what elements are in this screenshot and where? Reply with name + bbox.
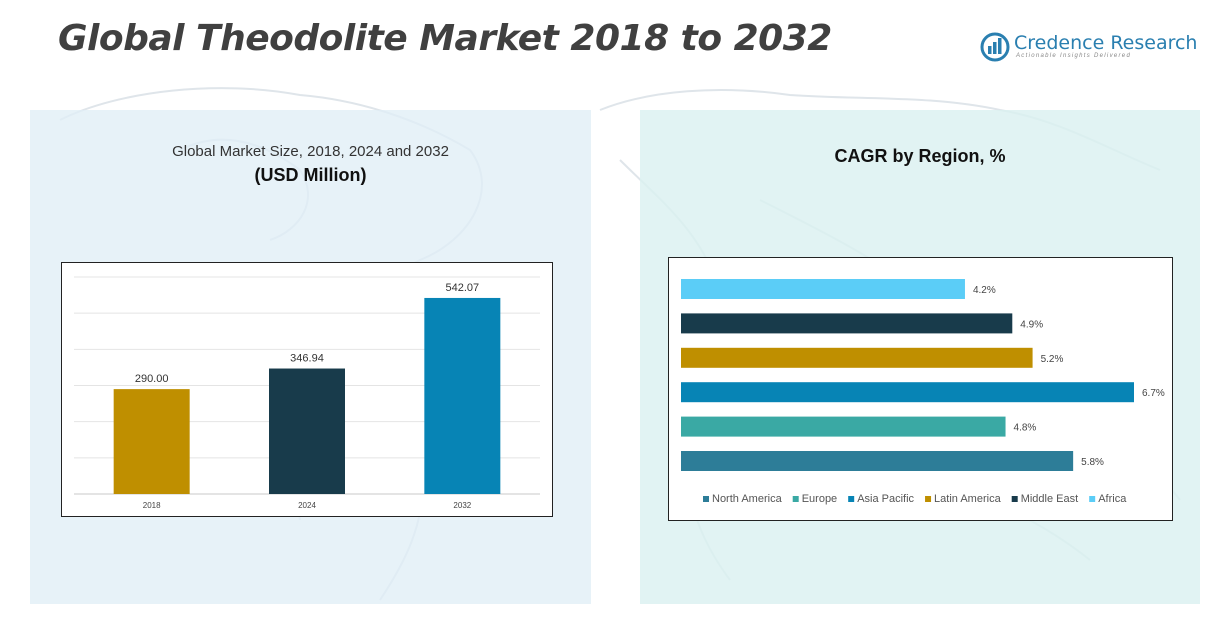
cagr-title: CAGR by Region, %: [834, 146, 1006, 166]
bar-north-america: [681, 451, 1074, 471]
bar-asia-pacific: [681, 382, 1134, 403]
legend-label-africa: Africa: [1098, 493, 1127, 505]
legend-label-north-america: North America: [712, 493, 783, 505]
x-tick-2018: 2018: [143, 501, 161, 510]
legend-swatch-middle-east: [1011, 496, 1018, 502]
data-label-europe: 4.8%: [1014, 423, 1037, 434]
logo-tagline: Actionable Insights Delivered: [1016, 53, 1132, 59]
page-title: Global Theodolite Market 2018 to 2032: [58, 18, 832, 59]
legend-swatch-latin-america: [925, 496, 932, 502]
data-label-2032: 542.07: [446, 282, 480, 294]
data-label-2018: 290.00: [135, 373, 169, 385]
x-tick-2032: 2032: [453, 501, 471, 510]
market-size-chart: 290.00 2018 346.94 2024 542.07 2032: [61, 262, 553, 517]
cagr-chart-svg: 4.2% 4.9% 5.2% 6.7% 4.8% 5.8% North America Eur…: [681, 279, 1165, 505]
bar-africa: [681, 279, 965, 299]
logo-name: Credence Research: [1014, 32, 1198, 54]
logo-icon: [980, 32, 1010, 62]
data-label-north-america: 5.8%: [1081, 457, 1104, 468]
data-label-2024: 346.94: [290, 353, 324, 365]
legend-swatch-europe: [792, 496, 799, 502]
bar-2024: [269, 368, 345, 494]
legend-swatch-africa: [1089, 496, 1096, 502]
bar-middle-east: [681, 313, 1013, 334]
market-size-title: Global Market Size, 2018, 2024 and 2032: [172, 143, 449, 160]
market-size-chart-svg: 290.00 2018 346.94 2024 542.07 2032: [74, 276, 540, 510]
data-label-asia-pacific: 6.7%: [1142, 388, 1165, 399]
legend-label-latin-america: Latin America: [934, 493, 1002, 505]
market-size-unit: (USD Million): [254, 165, 367, 185]
data-label-middle-east: 4.9%: [1020, 319, 1043, 330]
cagr-chart: 4.2% 4.9% 5.2% 6.7% 4.8% 5.8% North America Eur…: [668, 257, 1173, 521]
legend-label-europe: Europe: [802, 493, 837, 505]
legend-label-middle-east: Middle East: [1021, 493, 1078, 505]
legend-swatch-north-america: [703, 496, 709, 502]
legend-swatch-asia-pacific: [848, 496, 855, 502]
legend-label-asia-pacific: Asia Pacific: [857, 493, 914, 505]
bar-europe: [681, 416, 1006, 437]
bar-2032: [424, 297, 501, 494]
x-tick-2024: 2024: [298, 501, 316, 510]
bar-2018: [113, 389, 190, 494]
data-label-latin-america: 5.2%: [1041, 354, 1064, 365]
bar-latin-america: [681, 347, 1033, 368]
data-label-africa: 4.2%: [973, 285, 996, 296]
credence-research-logo: Credence Research Actionable Insights De…: [980, 30, 1197, 66]
